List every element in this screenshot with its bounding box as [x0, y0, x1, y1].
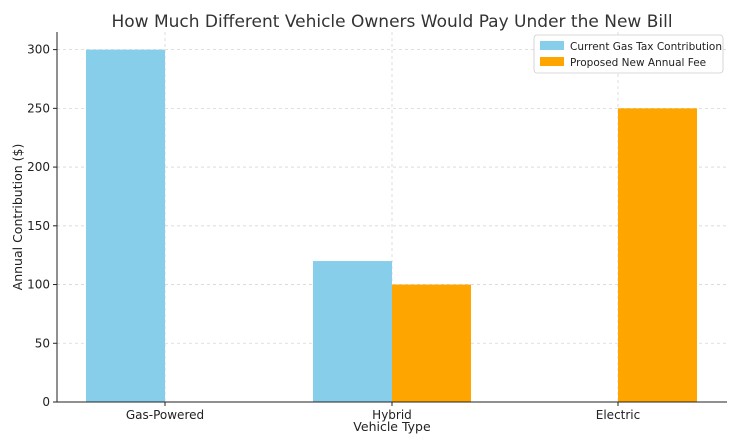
y-tick-label: 100	[27, 278, 50, 292]
x-tick-label: Electric	[596, 408, 640, 422]
x-tick-label: Hybrid	[372, 408, 412, 422]
bar-proposed-fee-hybrid	[392, 284, 471, 402]
y-tick-label: 300	[27, 43, 50, 57]
chart-title: How Much Different Vehicle Owners Would …	[111, 12, 672, 32]
x-ticks: Gas-Powered Hybrid Electric	[126, 402, 640, 422]
x-tick-label: Gas-Powered	[126, 408, 204, 422]
y-tick-label: 200	[27, 160, 50, 174]
y-tick-label: 50	[35, 336, 50, 350]
legend-swatch-current-gas-tax	[540, 41, 564, 50]
bar-current-gas-tax-gas-powered	[86, 49, 165, 402]
legend-frame	[533, 34, 724, 74]
bars-group	[86, 49, 697, 402]
y-tick-label: 250	[27, 101, 50, 115]
bar-current-gas-tax-hybrid	[313, 261, 392, 402]
y-axis-label: Annual Contribution ($)	[10, 144, 25, 291]
y-tick-label: 0	[42, 395, 50, 409]
y-tick-label: 150	[27, 219, 50, 233]
legend-label-proposed-fee: Proposed New Annual Fee	[570, 57, 706, 69]
legend-label-current-gas-tax: Current Gas Tax Contribution	[570, 41, 722, 53]
bar-proposed-fee-electric	[618, 108, 697, 402]
y-ticks: 0 50 100 150 200 250 300	[27, 43, 57, 409]
x-axis-label: Vehicle Type	[353, 419, 431, 434]
legend-swatch-proposed-fee	[540, 57, 564, 66]
legend: Current Gas Tax Contribution Proposed Ne…	[533, 34, 724, 74]
